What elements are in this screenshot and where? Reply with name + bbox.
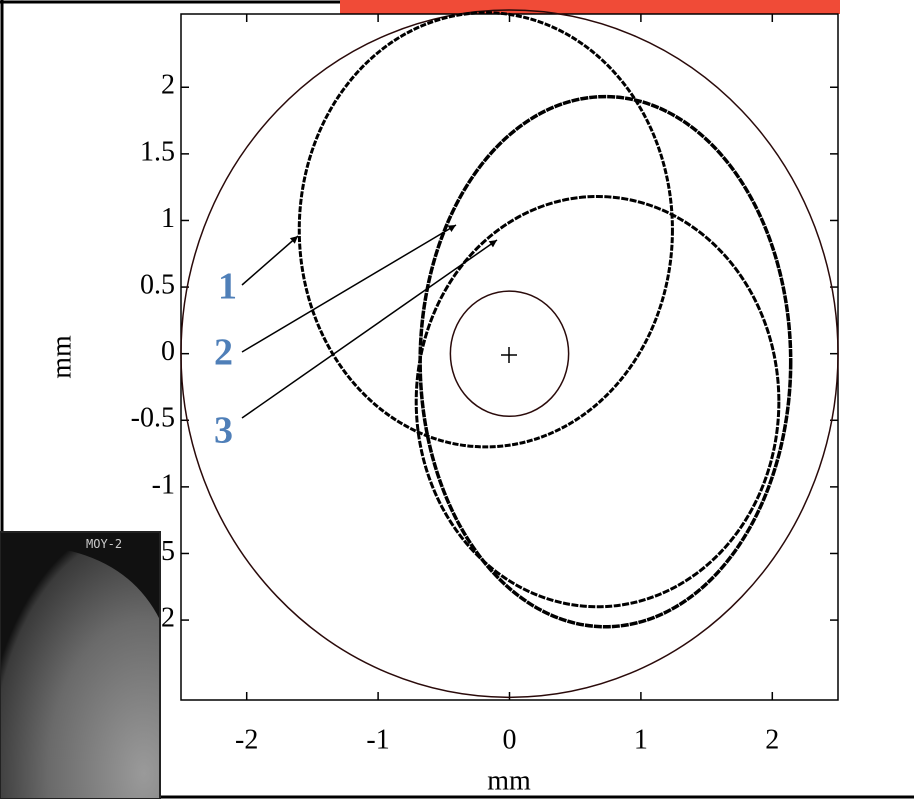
photo-tissue — [0, 544, 160, 799]
annotation: 3 — [214, 410, 233, 452]
inset-text: MOY-2 — [86, 537, 122, 551]
annotation: 2 — [214, 332, 233, 374]
y-axis-label: mm — [46, 335, 77, 379]
x-tick-label: -1 — [366, 724, 389, 755]
contour — [414, 194, 781, 609]
x-tick-label: 1 — [634, 724, 648, 755]
contour — [449, 290, 570, 418]
arrow — [241, 235, 299, 286]
x-axis-label: mm — [487, 765, 531, 796]
annotation: 1 — [218, 266, 237, 308]
y-tick-label: -0.5 — [131, 403, 175, 434]
plot — [180, 9, 839, 700]
arrow — [241, 239, 498, 419]
photo-border — [0, 531, 161, 799]
y-tick-label: -1 — [152, 469, 175, 500]
x-tick-label: 0 — [503, 724, 517, 755]
contour — [418, 94, 793, 629]
header-bar — [340, 0, 840, 14]
y-tick-label: 2 — [161, 70, 175, 101]
contour — [297, 11, 674, 449]
x-tick-label: -2 — [235, 724, 258, 755]
y-tick-label: 0 — [161, 336, 175, 367]
contour — [180, 9, 839, 699]
inset-photo: MOY-2 — [0, 531, 161, 799]
x-tick-label: 2 — [765, 724, 779, 755]
y-tick-label: 0.5 — [140, 269, 175, 300]
y-tick-label: 1 — [161, 203, 175, 234]
y-tick-label: 1.5 — [140, 136, 175, 167]
arrow — [241, 224, 457, 353]
